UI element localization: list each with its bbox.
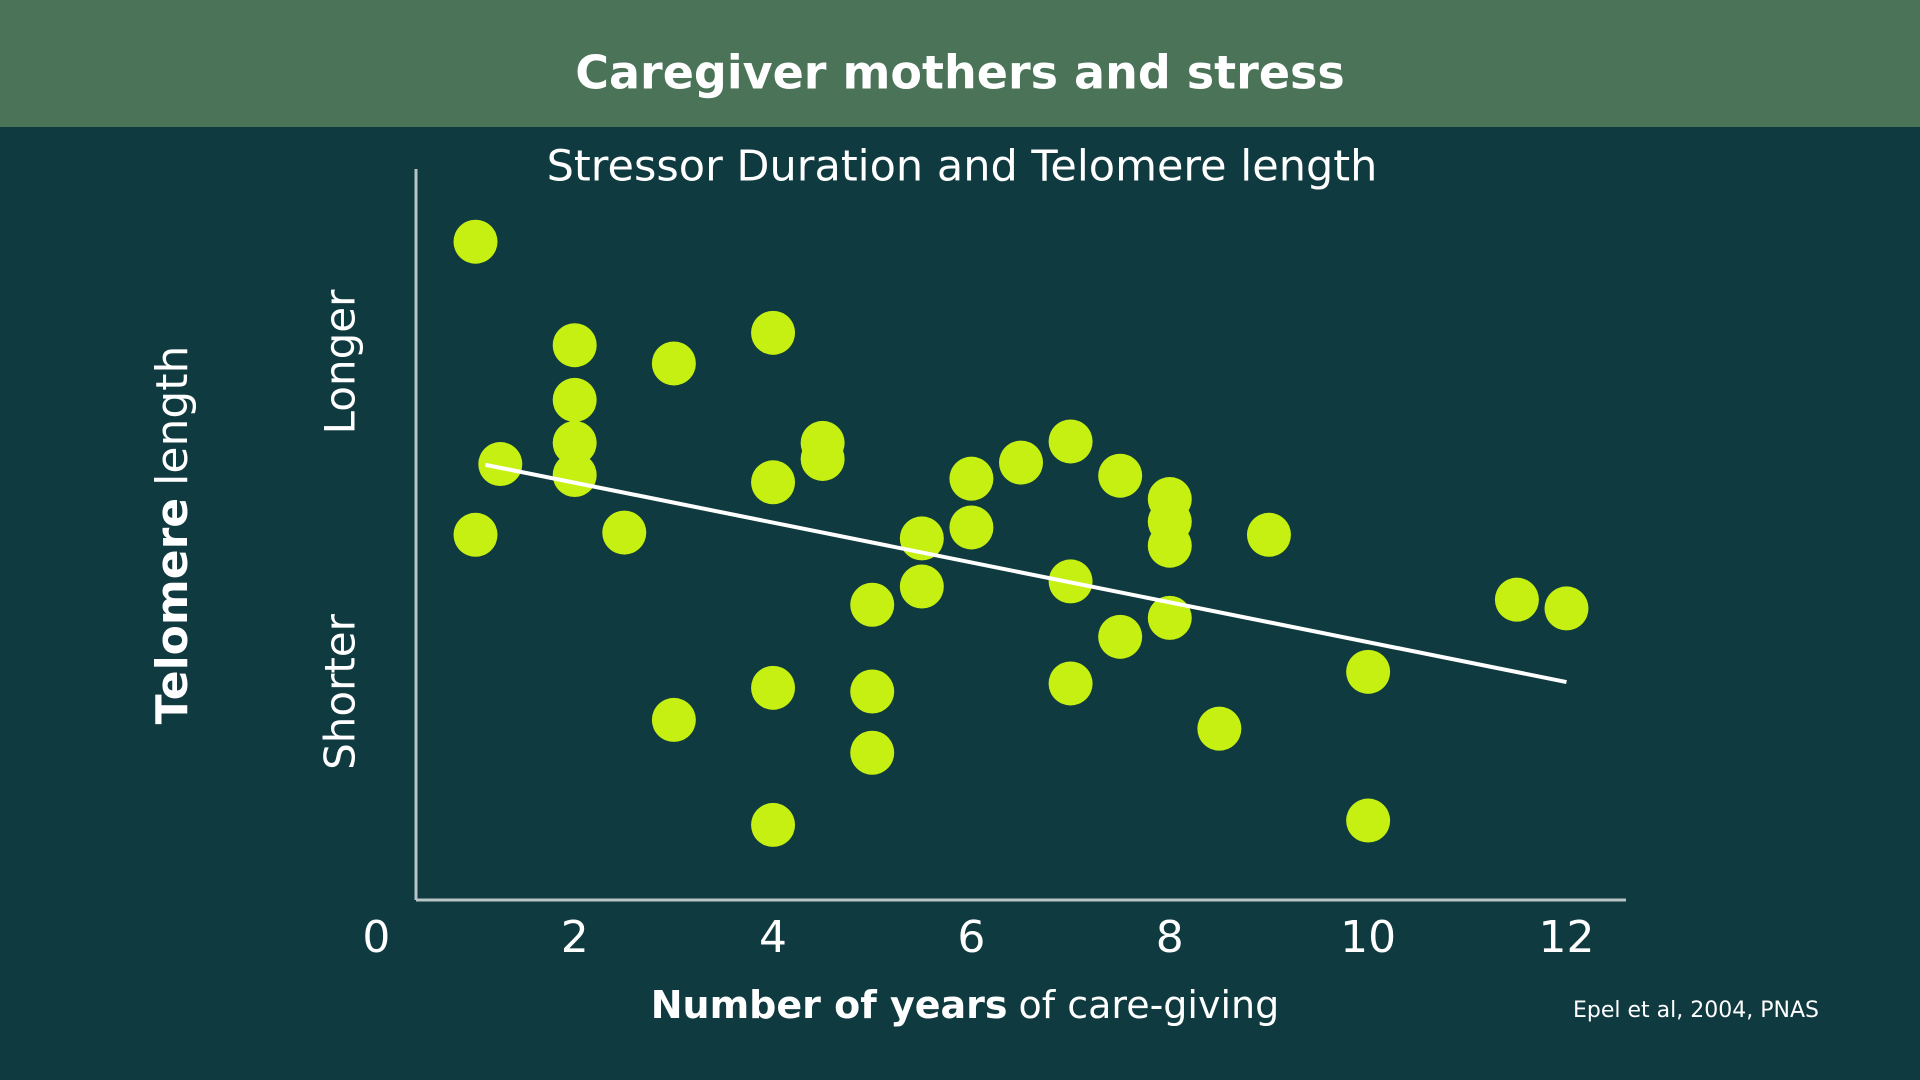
x-tick-label: 0 [362,912,390,963]
x-tick-label: 12 [1538,912,1594,963]
data-point [751,665,796,710]
source-note: Epel et al, 2004, PNAS [1573,998,1819,1023]
data-point [1098,614,1143,659]
data-point [478,442,523,487]
data-point [1048,419,1093,464]
x-axis-label: Number of years of care-giving [651,983,1280,1027]
trend-line [485,462,1567,684]
data-point [999,440,1043,485]
data-point [1346,798,1391,843]
data-point [1048,661,1093,706]
y-high-label: Longer [316,289,365,434]
y-low-label: Shorter [316,613,365,770]
data-point [1147,595,1192,640]
data-point [552,420,597,465]
data-point [751,460,796,505]
y-label-bold: Telomere [147,498,198,725]
data-point [949,456,994,501]
data-point [552,452,597,497]
data-point [651,341,696,386]
data-point [1494,577,1539,622]
chart-title: Caregiver mothers and stress [575,46,1345,100]
data-point [552,323,597,368]
data-point [1246,512,1291,557]
data-point [1544,586,1589,631]
data-point [1147,523,1192,568]
data-point [1197,706,1242,751]
data-point [751,310,796,355]
x-tick-label: 2 [561,912,589,963]
data-point [453,219,498,264]
x-tick-label: 4 [759,912,787,963]
data-point [850,730,895,775]
data-point [651,697,696,742]
data-point [850,582,895,627]
x-tick-label: 10 [1340,912,1396,963]
chart-subtitle: Stressor Duration and Telomere length [547,142,1378,192]
y-axis-label: Telomere length [147,346,198,725]
data-point [1098,453,1143,498]
data-point [453,512,498,557]
x-label-bold: Number of years [651,983,1008,1027]
data-point [552,377,597,422]
data-point [800,436,845,481]
data-point [899,564,944,609]
x-tick-label: 6 [957,912,985,963]
y-label-rest: length [147,346,198,486]
data-point [850,669,895,714]
x-label-rest: of care-giving [1019,983,1280,1027]
data-point [751,802,796,847]
data-point [949,505,994,550]
x-tick-label: 8 [1156,912,1184,963]
data-point [1346,649,1391,694]
header-band [0,0,1920,127]
data-point [602,510,647,555]
